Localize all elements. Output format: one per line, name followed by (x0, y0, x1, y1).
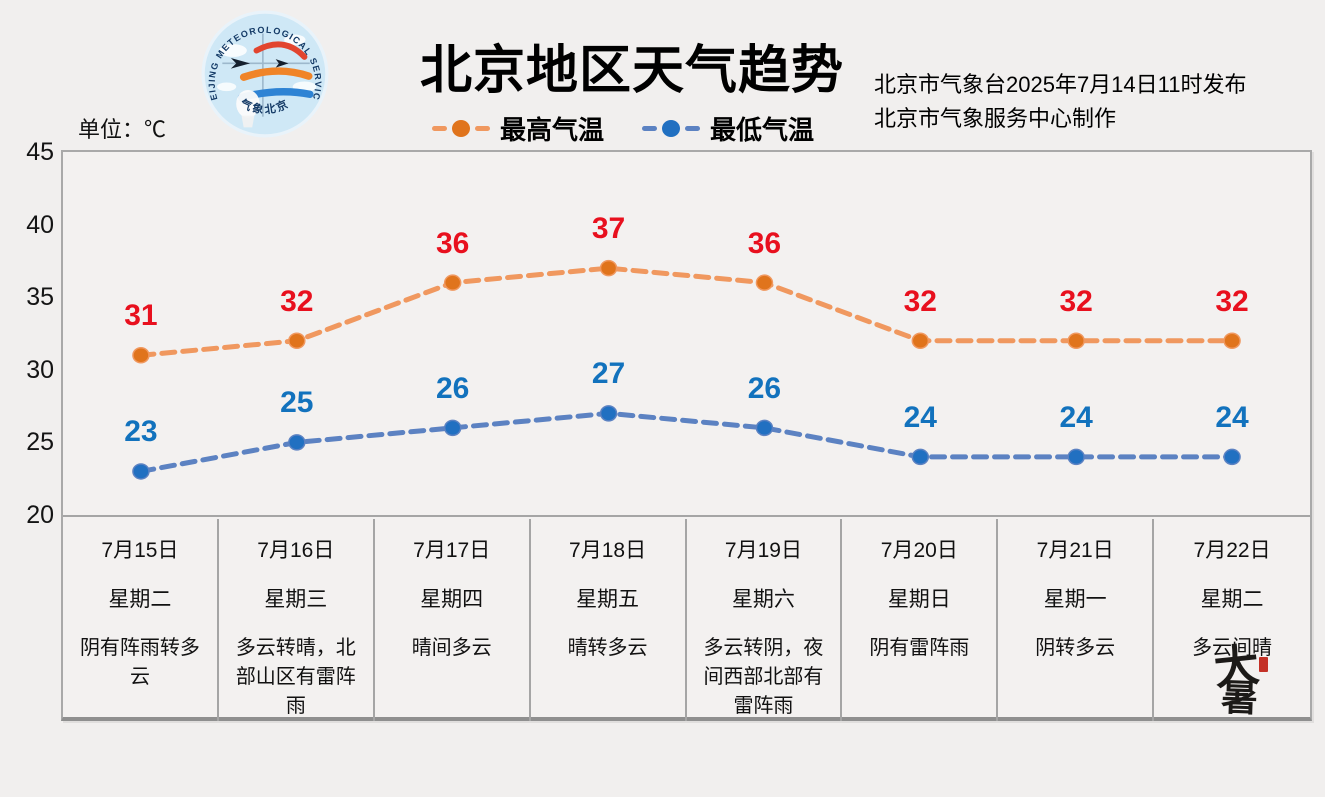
day-column-7: 7月21日 星期一 阴转多云 (998, 519, 1155, 721)
y-axis-tick-label: 20 (26, 501, 54, 529)
legend-label-max-temp: 最高气温 (500, 114, 605, 145)
min-temp-marker-icon (662, 119, 681, 137)
day-weather: 多云间晴 (1192, 637, 1273, 659)
day-date: 7月22日 (1193, 539, 1271, 562)
day-date: 7月18日 (569, 539, 647, 562)
day-column-8: 7月22日 星期二 多云间晴 (1154, 519, 1310, 721)
forecast-table: 7月15日 星期二 阴有阵雨转多云 7月16日 星期三 多云转晴，北部山区有雷阵… (63, 519, 1310, 721)
day-column-6: 7月20日 星期日 阴有雷阵雨 (842, 519, 999, 721)
cloud-icon (219, 44, 247, 57)
day-weekday: 星期六 (731, 588, 795, 611)
issued-line: 北京市气象台2025年7月14日11时发布 (874, 72, 1247, 97)
day-weather: 阴有阵雨转多云 (79, 637, 200, 688)
cloud-icon (217, 82, 237, 92)
vane-arrow-icon (275, 59, 289, 68)
day-weekday: 星期一 (1043, 588, 1107, 611)
day-column-4: 7月18日 星期五 晴转多云 (531, 519, 687, 721)
day-weather: 阴有雷阵雨 (869, 637, 970, 659)
chart-legend: 最高气温 最低气温 (432, 110, 814, 146)
day-weekday: 星期二 (108, 588, 172, 611)
red-seal-icon (1259, 657, 1268, 672)
y-axis-tick-label: 45 (26, 138, 54, 166)
day-date: 7月21日 (1036, 539, 1114, 562)
chart-frame: 7月15日 星期二 阴有阵雨转多云 7月16日 星期三 多云转晴，北部山区有雷阵… (61, 150, 1312, 721)
day-weekday: 星期五 (576, 588, 640, 611)
y-axis-tick-label: 25 (26, 428, 54, 457)
day-date: 7月19日 (724, 539, 802, 562)
legend-item-max-temp: 最高气温 (432, 110, 604, 147)
day-column-2: 7月16日 星期三 多云转晴，北部山区有雷阵雨 (219, 519, 375, 721)
day-date: 7月20日 (880, 539, 958, 562)
day-weather: 多云转晴，北部山区有雷阵雨 (235, 637, 356, 717)
day-weekday: 星期三 (264, 588, 328, 611)
max-temp-marker-icon (452, 119, 470, 137)
min-temp-line-sample (642, 119, 701, 137)
radar-dome (236, 90, 260, 118)
y-axis-tick-label: 30 (26, 355, 54, 384)
day-column-1: 7月15日 星期二 阴有阵雨转多云 (63, 519, 219, 721)
vane-arrow-icon (230, 58, 251, 69)
page-title: 北京地区天气趋势 (419, 42, 844, 100)
source-block: 北京市气象台2025年7月14日11时发布 北京市气象服务中心制作 (874, 68, 1247, 136)
y-axis-tick-label: 35 (26, 283, 54, 312)
day-weather: 晴间多云 (411, 637, 492, 659)
cloud-icon (284, 34, 306, 46)
legend-item-min-temp: 最低气温 (642, 110, 814, 147)
unit-label: 单位：℃ (78, 117, 167, 142)
day-weather: 晴转多云 (567, 637, 648, 659)
day-weekday: 星期二 (1200, 588, 1264, 611)
day-weekday: 星期日 (887, 588, 951, 611)
legend-label-min-temp: 最低气温 (710, 114, 815, 145)
plot-area (63, 152, 1310, 517)
day-column-3: 7月17日 星期四 晴间多云 (375, 519, 531, 721)
producer-line: 北京市气象服务中心制作 (874, 106, 1117, 131)
day-date: 7月17日 (413, 539, 491, 562)
max-temp-line-sample (432, 119, 490, 137)
day-date: 7月16日 (257, 539, 335, 562)
solar-term-stamp-dashu: 大 暑 (1210, 638, 1280, 721)
stamp-char: 暑 (1220, 675, 1259, 721)
red-swoosh (253, 41, 308, 60)
y-axis-tick-label: 40 (26, 210, 54, 239)
day-weekday: 星期四 (420, 588, 484, 611)
day-weather: 多云转阴，夜间西部北部有雷阵雨 (703, 637, 824, 717)
day-date: 7月15日 (101, 539, 179, 562)
day-column-5: 7月19日 星期六 多云转阴，夜间西部北部有雷阵雨 (687, 519, 843, 721)
day-weather: 阴转多云 (1035, 637, 1116, 659)
radar-tower (241, 115, 255, 128)
beijing-meteorological-service-logo: BEIJING METEOROLOGICAL SERVICE 气象北京 (201, 7, 329, 138)
orange-swoosh (239, 67, 313, 81)
